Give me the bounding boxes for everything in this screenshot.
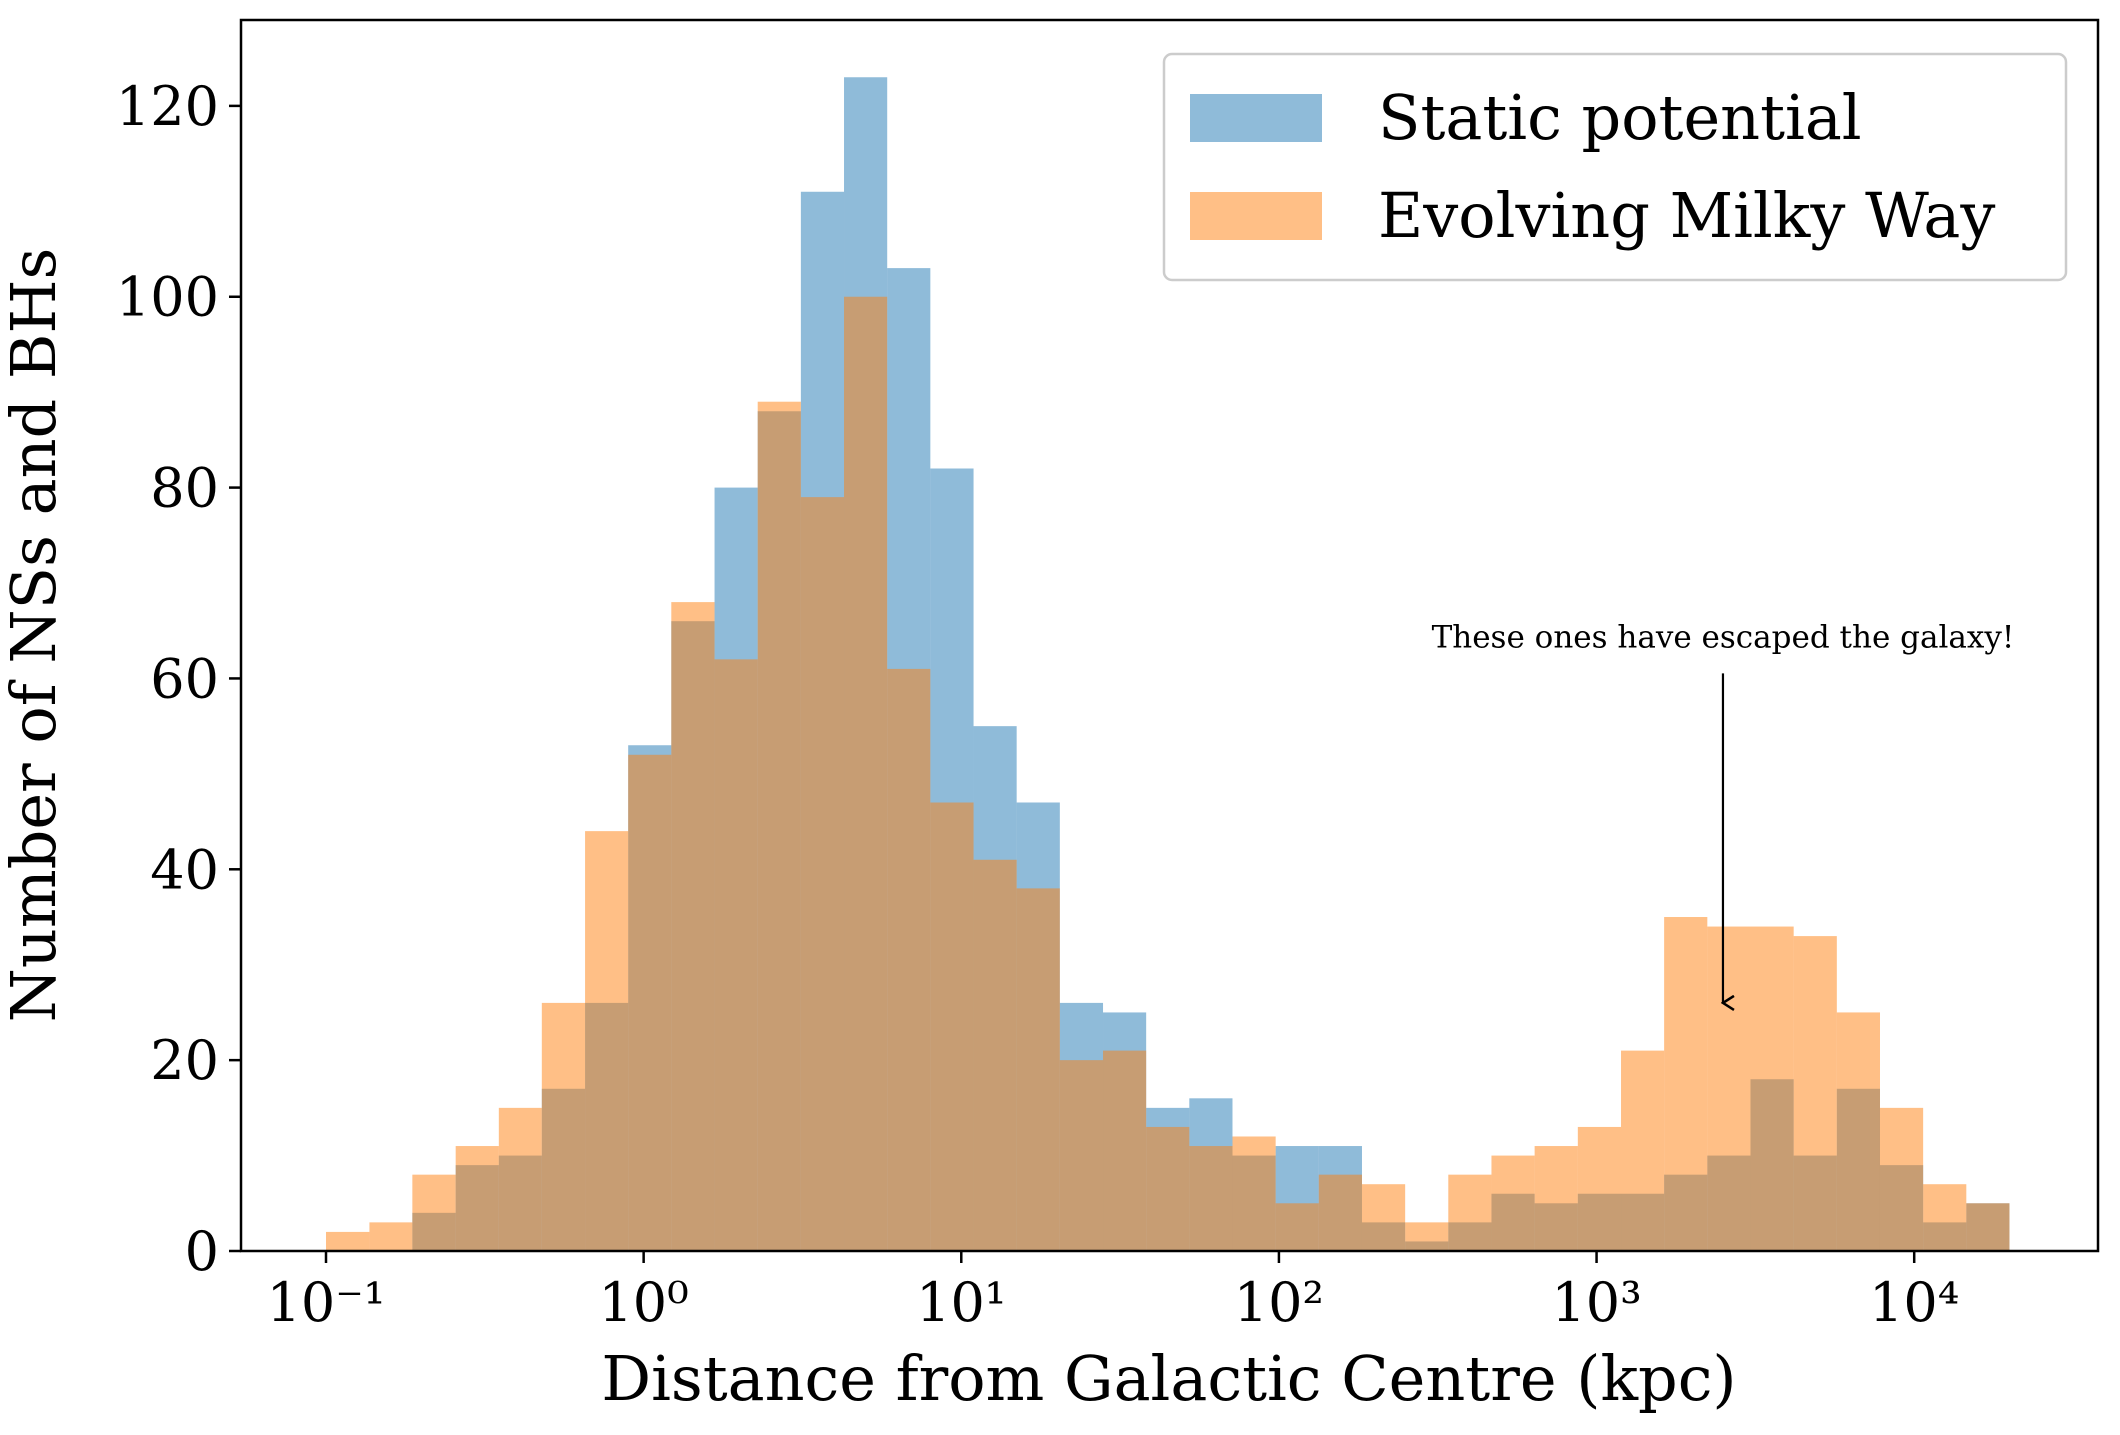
legend-swatch: [1190, 94, 1322, 142]
y-axis-label: Number of NSs and BHs: [0, 248, 70, 1023]
bar: [1577, 1126, 1622, 1251]
bar: [455, 1146, 499, 1251]
bar: [1621, 1050, 1665, 1251]
bar: [1534, 1146, 1578, 1251]
bar: [412, 1174, 456, 1251]
bar: [585, 831, 629, 1251]
x-tick-label: 10²: [1234, 1271, 1324, 1334]
bar: [1448, 1174, 1492, 1251]
bar: [1405, 1222, 1449, 1251]
bar: [369, 1222, 413, 1251]
bar: [1318, 1174, 1362, 1251]
y-tick-label: 120: [116, 75, 219, 138]
bar: [1836, 1012, 1880, 1251]
bar: [1361, 1184, 1406, 1251]
y-tick-label: 40: [150, 838, 219, 901]
bar: [326, 1231, 370, 1251]
legend-swatch: [1190, 192, 1322, 240]
bar: [1491, 1155, 1535, 1251]
bar: [1923, 1184, 1967, 1251]
bar: [887, 668, 931, 1251]
legend-label: Static potential: [1378, 81, 1862, 154]
bar: [1016, 888, 1060, 1251]
bar: [1103, 1050, 1147, 1251]
bar: [498, 1107, 542, 1251]
bar: [973, 859, 1017, 1251]
x-axis-label: Distance from Galactic Centre (kpc): [601, 1342, 1736, 1415]
bar: [800, 497, 845, 1251]
bar: [1664, 917, 1708, 1251]
y-tick-label: 80: [150, 457, 219, 520]
y-tick-label: 0: [185, 1220, 219, 1283]
bar: [628, 754, 672, 1251]
x-tick-label: 10¹: [916, 1271, 1006, 1334]
bars: [326, 77, 2010, 1252]
bar: [1232, 1136, 1276, 1251]
bar: [1879, 1107, 1924, 1251]
x-tick-label: 10⁰: [598, 1271, 688, 1334]
bar: [714, 659, 758, 1251]
bar: [671, 602, 715, 1251]
bar: [1275, 1203, 1319, 1251]
bar: [930, 802, 974, 1251]
bar: [757, 401, 801, 1251]
bar: [1966, 1203, 2010, 1251]
bar: [1146, 1126, 1190, 1251]
bar: [1750, 926, 1794, 1251]
legend-frame: [1162, 52, 2068, 282]
x-tick-label: 10⁴: [1869, 1271, 1959, 1334]
plot-frame: [239, 18, 2100, 1253]
legend-label: Evolving Milky Way: [1378, 179, 1995, 252]
y-tick-label: 60: [150, 647, 219, 710]
annotation-text: These ones have escaped the galaxy!: [1432, 619, 2015, 655]
bar: [844, 296, 888, 1251]
bar: [1059, 1060, 1104, 1251]
bar: [1189, 1146, 1233, 1251]
y-tick-label: 100: [116, 266, 219, 329]
x-tick-label: 10³: [1551, 1271, 1641, 1334]
x-tick-label: 10⁻¹: [267, 1271, 386, 1334]
bar: [1793, 936, 1837, 1251]
y-tick-label: 20: [150, 1029, 219, 1092]
bar: [1707, 926, 1751, 1251]
bar: [541, 1002, 586, 1251]
